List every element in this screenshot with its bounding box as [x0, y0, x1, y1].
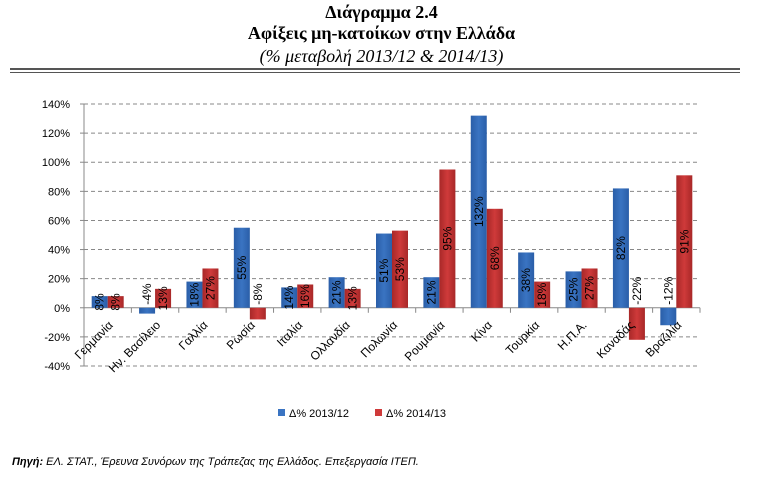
- y-tick-label: 60%: [48, 215, 70, 227]
- bar-2013-12: [91, 296, 108, 308]
- x-tick-label: Γαλλία: [176, 318, 211, 353]
- y-tick-label: -40%: [44, 361, 70, 373]
- bar-2014-13: [581, 268, 598, 308]
- x-tick-label: Ρωσία: [224, 318, 258, 352]
- x-tick-label: Η.Π.Α.: [555, 318, 590, 353]
- bar-2014-13: [392, 230, 408, 308]
- y-tick-label: 140%: [42, 99, 70, 111]
- x-tick-label: Ιταλία: [274, 318, 305, 349]
- data-label: 21%: [330, 280, 344, 304]
- bar-2014-13: [439, 169, 456, 308]
- y-tick-label: 0%: [54, 303, 70, 315]
- data-label: 18%: [187, 282, 201, 306]
- data-label: 53%: [393, 257, 407, 281]
- y-tick-label: -20%: [44, 332, 70, 344]
- legend-swatch: [278, 409, 285, 416]
- source-note: Πηγή: ΕΛ. ΣΤΑΤ., Έρευνα Συνόρων της Τράπ…: [12, 455, 419, 469]
- x-tick-label: Ολλανδία: [307, 318, 353, 364]
- data-label: 18%: [535, 282, 549, 306]
- data-label: -12%: [661, 276, 675, 304]
- data-label: 13%: [156, 286, 170, 310]
- bar-2013-12: [281, 287, 298, 308]
- chart-subtitle: Αφίξεις μη-κατοίκων στην Ελλάδα: [247, 23, 516, 43]
- title-rule: [10, 68, 740, 70]
- bar-2013-12: [328, 277, 345, 308]
- y-tick-label: 40%: [48, 245, 70, 257]
- x-tick-label: Ην. Βασίλειο: [106, 318, 164, 376]
- y-tick-label: 100%: [42, 157, 70, 169]
- chart-title: Διάγραμμα 2.4: [325, 2, 438, 22]
- data-label: 82%: [614, 236, 628, 260]
- data-label: 16%: [298, 284, 312, 308]
- data-label: 8%: [109, 293, 123, 311]
- bar-2013-12: [660, 307, 677, 326]
- x-tick-label: Πολωνία: [358, 318, 400, 360]
- data-label: 13%: [346, 286, 360, 310]
- data-label: -4%: [140, 283, 154, 305]
- x-tick-label: Τουρκία: [503, 318, 542, 357]
- legend-swatch: [375, 409, 382, 416]
- data-label: 8%: [93, 293, 107, 311]
- x-tick-label: Ρουμανία: [402, 318, 448, 364]
- bar-2014-13: [155, 288, 172, 308]
- bar-2014-13: [297, 284, 314, 308]
- data-label: 95%: [440, 226, 454, 250]
- bar-2013-12: [423, 277, 440, 308]
- y-tick-label: 120%: [42, 128, 70, 140]
- bar-2013-12: [233, 227, 250, 308]
- bar-2013-12: [139, 307, 156, 314]
- data-label: 27%: [203, 276, 217, 300]
- data-label: -8%: [251, 283, 265, 305]
- bar-2013-12: [518, 252, 535, 308]
- data-label: 68%: [488, 246, 502, 270]
- bar-2014-13: [107, 296, 124, 308]
- data-label: -22%: [630, 276, 644, 304]
- data-label: 91%: [677, 229, 691, 253]
- bar-2013-12: [376, 233, 392, 308]
- x-tick-label: Κίνα: [468, 318, 495, 345]
- bar-2014-13: [534, 281, 551, 308]
- chart-subtitle-period: (% μεταβολή 2013/12 & 2014/13): [259, 46, 504, 66]
- title-rule-thin: [10, 72, 740, 73]
- legend-label: Δ% 2014/13: [386, 408, 446, 420]
- data-label: 25%: [567, 277, 581, 301]
- data-label: 21%: [424, 280, 438, 304]
- bar-2014-13: [486, 208, 503, 308]
- source-text: ΕΛ. ΣΤΑΤ., Έρευνα Συνόρων της Τράπεζας τ…: [43, 456, 419, 468]
- bar-2014-13: [628, 307, 645, 340]
- x-tick-label: Γερμανία: [72, 318, 116, 362]
- bar-2013-12: [565, 271, 582, 308]
- data-label: 14%: [282, 285, 296, 309]
- bar-2013-12: [612, 188, 629, 308]
- data-label: 132%: [472, 196, 486, 227]
- y-tick-label: 20%: [48, 274, 70, 286]
- legend-label: Δ% 2013/12: [289, 408, 349, 420]
- data-label: 27%: [583, 276, 597, 300]
- y-tick-label: 80%: [48, 186, 70, 198]
- bar-2014-13: [202, 268, 219, 308]
- bar-2013-12: [186, 281, 203, 308]
- bar-2014-13: [249, 307, 266, 320]
- data-label: 55%: [235, 255, 249, 279]
- data-label: 51%: [377, 258, 391, 282]
- bar-2014-13: [676, 175, 693, 308]
- bar-2013-12: [470, 115, 487, 308]
- data-label: 38%: [519, 268, 533, 292]
- bar-2014-13: [344, 288, 361, 308]
- source-label: Πηγή:: [12, 456, 44, 468]
